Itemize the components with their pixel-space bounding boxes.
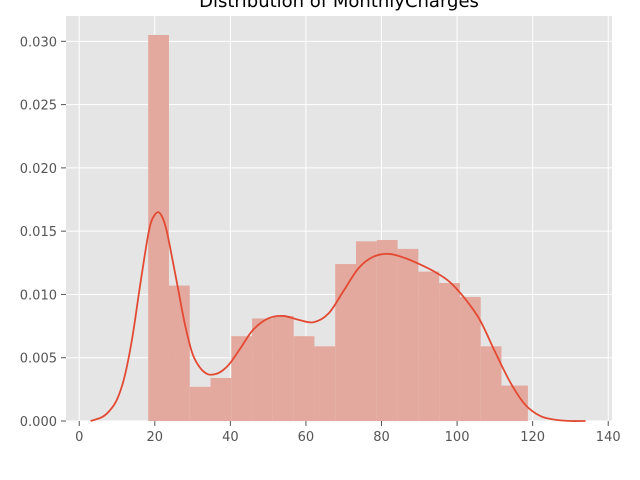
histogram-bar	[252, 318, 273, 421]
y-tick-label: 0.010	[20, 288, 57, 303]
x-tick-label: 100	[445, 430, 470, 445]
y-tick-label: 0.000	[20, 415, 57, 430]
y-axis-ticks: 0.000 0.005 0.010 0.015 0.020 0.025 0.030	[20, 35, 66, 430]
histogram-bar	[356, 241, 377, 421]
histogram-bar	[418, 271, 440, 421]
x-tick-label: 60	[298, 430, 315, 445]
histogram-bar	[293, 336, 315, 421]
x-tick-label: 20	[147, 430, 164, 445]
x-tick-label: 0	[75, 430, 83, 445]
x-tick-label: 80	[373, 430, 390, 445]
chart-title: Distribution of MonthlyCharges	[199, 0, 479, 12]
y-tick-label: 0.015	[20, 225, 57, 240]
histogram-bar	[148, 34, 169, 421]
histogram-bar	[376, 240, 398, 421]
kde-line	[90, 211, 586, 422]
x-tick-label: 140	[596, 430, 621, 445]
histogram-bar	[459, 296, 481, 421]
histogram-bar	[231, 336, 253, 421]
y-tick-label: 0.025	[20, 99, 57, 114]
histogram-bar	[210, 377, 232, 421]
histogram-bar	[480, 346, 502, 421]
histogram-bar	[189, 386, 211, 421]
histogram-bar	[397, 248, 419, 421]
histogram-bar	[168, 285, 190, 421]
y-tick-label: 0.005	[20, 352, 57, 367]
x-tick-label: 120	[520, 430, 545, 445]
histogram-bars	[148, 34, 528, 421]
histogram-bar	[335, 264, 357, 421]
histogram-bar	[272, 315, 294, 421]
histogram-bar	[439, 283, 460, 421]
histogram-bar	[314, 346, 336, 421]
x-axis-ticks: 0 20 40 60 80 100 120 140	[75, 421, 621, 445]
y-tick-label: 0.020	[20, 162, 57, 177]
y-tick-label: 0.030	[20, 35, 57, 50]
x-tick-label: 40	[222, 430, 239, 445]
